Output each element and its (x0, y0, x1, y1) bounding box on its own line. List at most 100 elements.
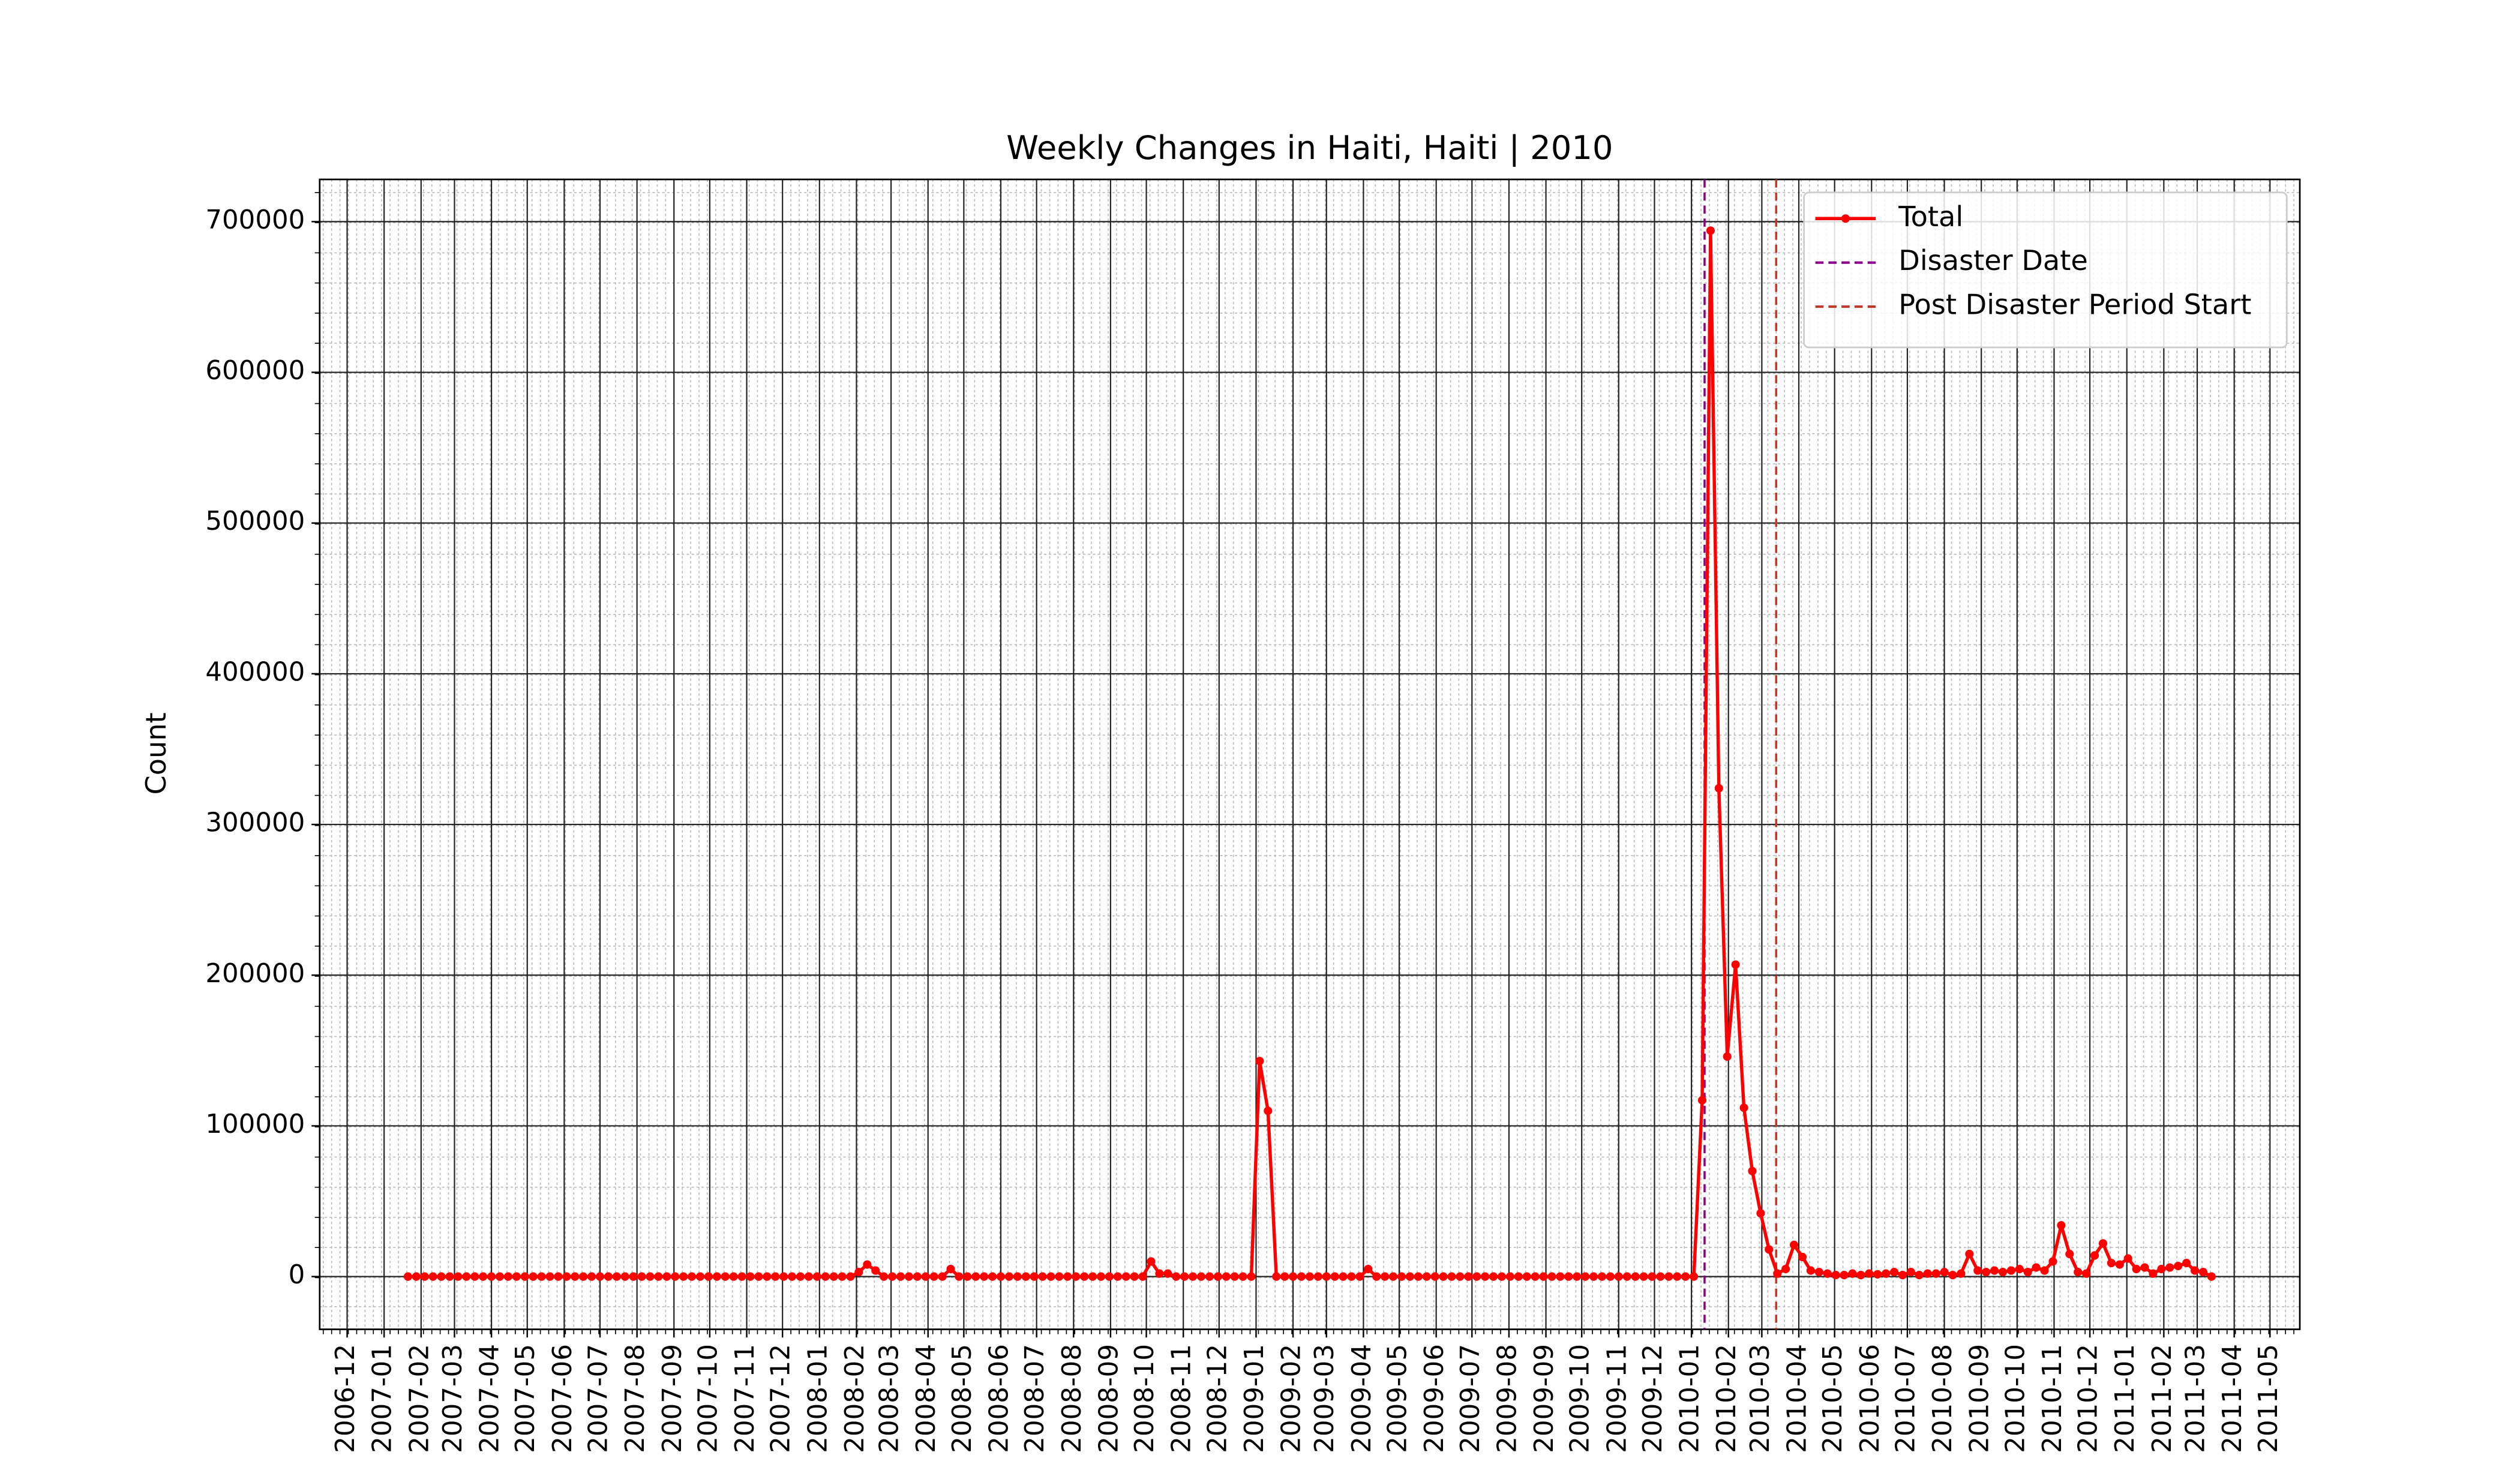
data-point (846, 1272, 855, 1281)
y-tick-label: 0 (289, 1260, 305, 1290)
data-point (2098, 1239, 2108, 1248)
data-point (904, 1272, 913, 1281)
data-point (462, 1272, 471, 1281)
data-point (1606, 1272, 1615, 1281)
data-point (2190, 1266, 2200, 1275)
data-point (1046, 1272, 1055, 1281)
data-point (971, 1272, 980, 1281)
data-point (1522, 1272, 1531, 1281)
y-tick-label: 300000 (205, 808, 305, 838)
data-point (1180, 1272, 1189, 1281)
data-point (946, 1264, 955, 1274)
legend: Total Disaster Date Post Disaster Period S… (1803, 191, 2288, 349)
data-point (2115, 1260, 2124, 1269)
data-point (529, 1272, 538, 1281)
data-point (980, 1272, 989, 1281)
data-point (612, 1272, 621, 1281)
x-tick-label: 2011-01 (2110, 1344, 2140, 1453)
data-point (671, 1272, 680, 1281)
data-point (2040, 1266, 2049, 1275)
data-point (403, 1272, 413, 1281)
data-point (2057, 1221, 2066, 1230)
data-point (1714, 784, 1723, 793)
x-axis-label: Date (1277, 1469, 1343, 1470)
y-tick-label: 600000 (205, 356, 305, 386)
data-point (1013, 1272, 1022, 1281)
x-tick-label: 2010-05 (1818, 1344, 1848, 1453)
legend-label: Post Disaster Period Start (1898, 289, 2251, 321)
data-point (1873, 1270, 1882, 1279)
y-tick-label: 700000 (205, 205, 305, 235)
data-point (921, 1272, 930, 1281)
x-tick-label: 2007-02 (404, 1344, 434, 1453)
data-point (1447, 1272, 1456, 1281)
data-point (1898, 1271, 1907, 1280)
data-point (1940, 1268, 1949, 1277)
x-tick-label: 2010-02 (1712, 1344, 1742, 1453)
data-point (520, 1272, 529, 1281)
data-point (1973, 1266, 1982, 1275)
x-tick-label: 2008-10 (1130, 1344, 1160, 1453)
x-tick-label: 2009-10 (1565, 1344, 1595, 1453)
data-point (1489, 1272, 1498, 1281)
data-point (1055, 1272, 1064, 1281)
data-point (854, 1268, 863, 1277)
data-point (1339, 1272, 1348, 1281)
data-point (1840, 1271, 1849, 1280)
data-point (1397, 1272, 1406, 1281)
data-point (2048, 1257, 2057, 1266)
data-point (1105, 1272, 1114, 1281)
legend-label: Total (1898, 200, 1963, 233)
plot-frame (319, 178, 2301, 1330)
data-point (1848, 1269, 1857, 1278)
data-point (2207, 1272, 2216, 1281)
data-point (1322, 1272, 1331, 1281)
x-tick-label: 2008-08 (1057, 1344, 1087, 1453)
x-tick-label: 2008-07 (1020, 1344, 1050, 1453)
data-point (1080, 1272, 1089, 1281)
data-point (754, 1272, 763, 1281)
x-tick-label: 2010-12 (2074, 1344, 2104, 1453)
x-tick-label: 2007-12 (766, 1344, 796, 1453)
data-point (788, 1272, 797, 1281)
data-point (1038, 1272, 1047, 1281)
data-point (1230, 1272, 1239, 1281)
data-point (2015, 1264, 2024, 1274)
data-point (604, 1272, 613, 1281)
data-point (1831, 1271, 1840, 1280)
data-point (1113, 1272, 1122, 1281)
data-point (1614, 1272, 1623, 1281)
data-point (412, 1272, 421, 1281)
data-point (888, 1272, 897, 1281)
data-point (1656, 1272, 1665, 1281)
data-point (829, 1272, 838, 1281)
data-point (1639, 1272, 1648, 1281)
data-point (554, 1272, 563, 1281)
x-tick-label: 2009-04 (1347, 1344, 1377, 1453)
x-tick-label: 2007-07 (584, 1344, 614, 1453)
data-point (812, 1272, 821, 1281)
data-point (1213, 1272, 1222, 1281)
data-point (2198, 1268, 2208, 1277)
data-point (1664, 1272, 1673, 1281)
data-point (2006, 1266, 2015, 1275)
data-point (1531, 1272, 1540, 1281)
data-point (871, 1266, 880, 1275)
data-point (1748, 1166, 1757, 1175)
data-point (654, 1272, 663, 1281)
data-point (1456, 1272, 1465, 1281)
data-point (1189, 1272, 1198, 1281)
data-point (1063, 1272, 1072, 1281)
data-point (913, 1272, 922, 1281)
data-point (1505, 1272, 1514, 1281)
data-point (1422, 1272, 1431, 1281)
data-point (1739, 1103, 1748, 1112)
x-tick-label: 2009-05 (1383, 1344, 1413, 1453)
data-point (437, 1272, 446, 1281)
data-point (2023, 1268, 2032, 1277)
data-point (938, 1272, 947, 1281)
x-tick-label: 2010-01 (1675, 1344, 1705, 1453)
data-point (737, 1272, 746, 1281)
data-point (1765, 1245, 1774, 1254)
